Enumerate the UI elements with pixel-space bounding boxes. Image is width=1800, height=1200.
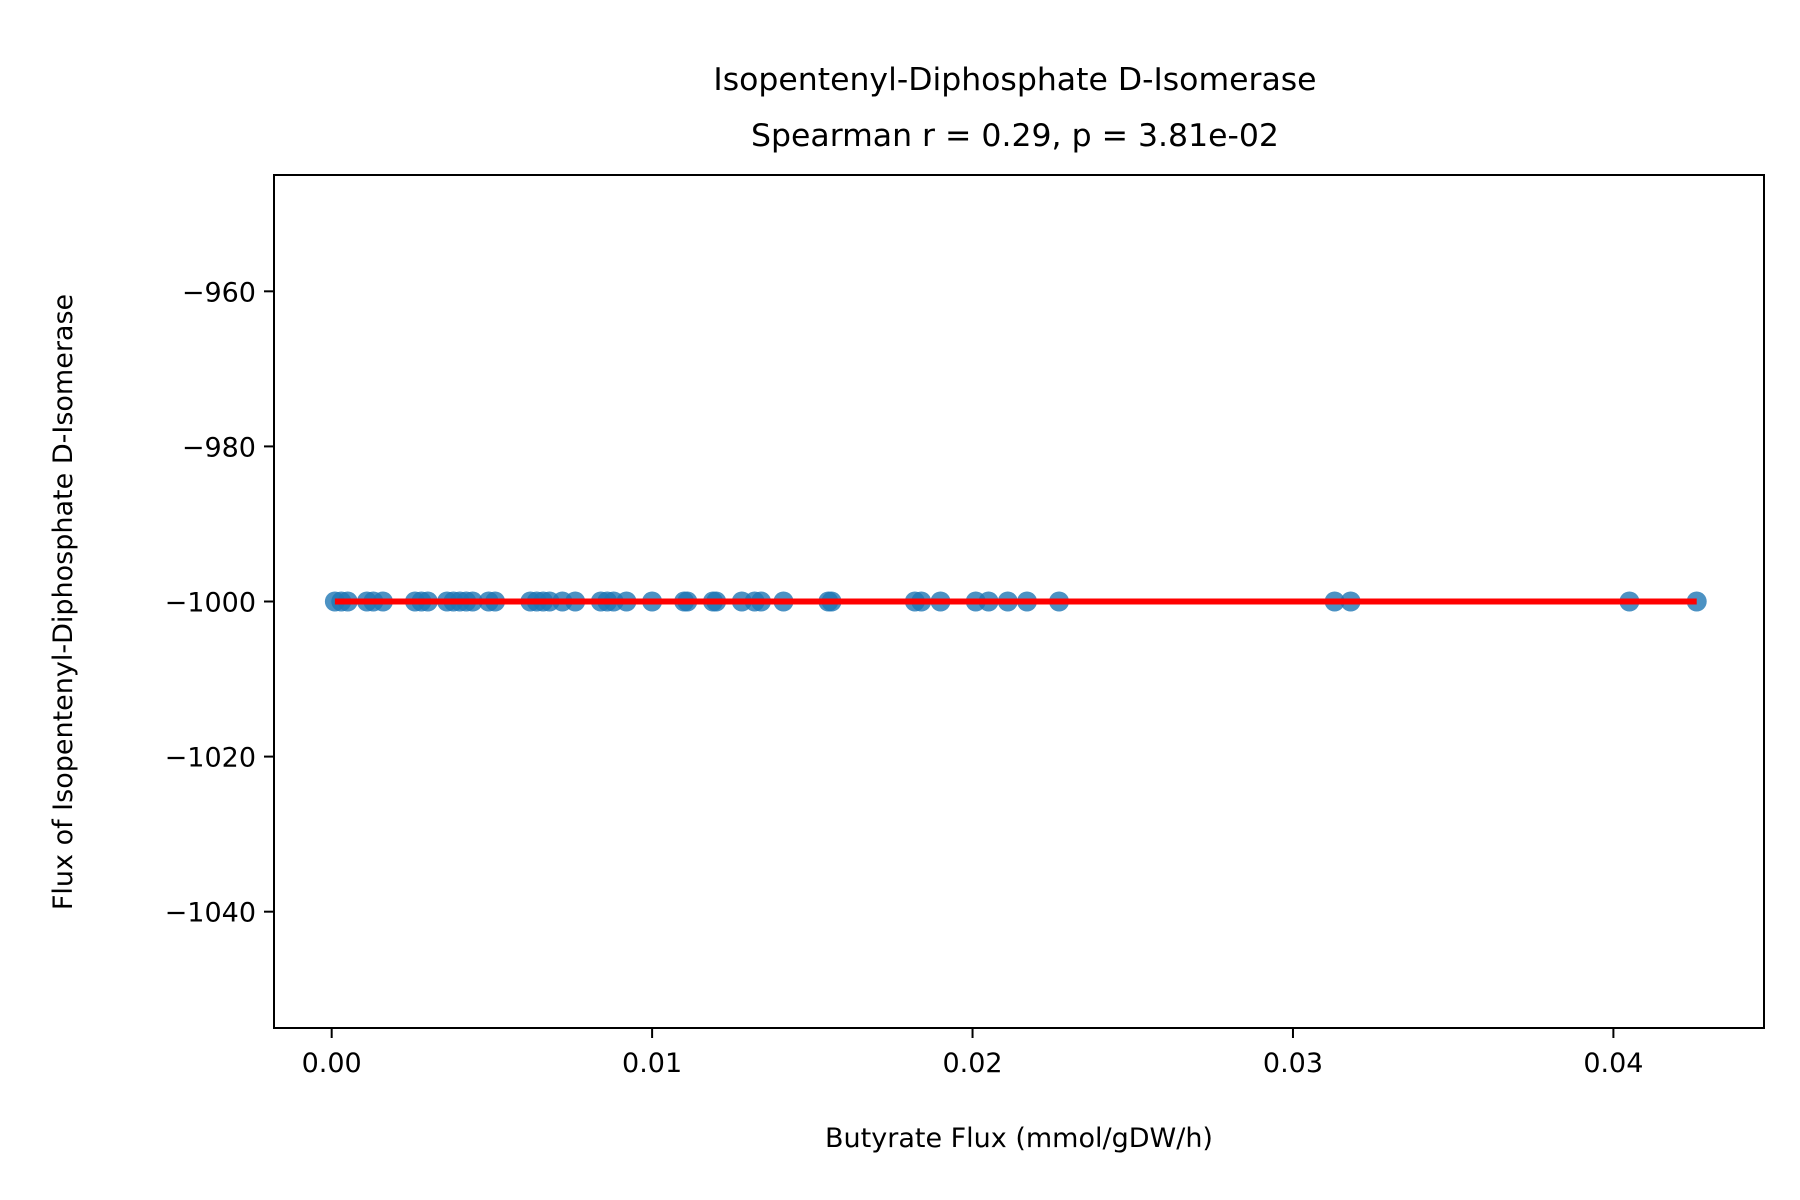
y-axis: −960 −980 −1000 −1020 −1040 [165,277,274,929]
chart-subtitle: Spearman r = 0.29, p = 3.81e-02 [751,118,1279,154]
y-tick-label: −960 [182,277,256,308]
x-tick-label: 0.01 [622,1048,682,1079]
y-tick-label: −1020 [165,743,256,774]
plot-frame [273,174,1765,1029]
x-tick-label: 0.04 [1583,1048,1643,1079]
y-tick-label: −1040 [165,898,256,929]
x-tick-label: 0.00 [302,1048,362,1079]
chart-title: Isopentenyl-Diphosphate D-Isomerase [713,62,1316,98]
y-axis-label: Flux of Isopentenyl-Diphosphate D-Isomer… [48,294,79,910]
y-tick-label: −1000 [165,588,256,619]
x-axis-label: Butyrate Flux (mmol/gDW/h) [825,1123,1213,1154]
y-tick-label: −980 [182,432,256,463]
x-axis: 0.00 0.01 0.02 0.03 0.04 [302,1028,1643,1079]
x-tick-label: 0.03 [1263,1048,1323,1079]
x-tick-label: 0.02 [942,1048,1002,1079]
